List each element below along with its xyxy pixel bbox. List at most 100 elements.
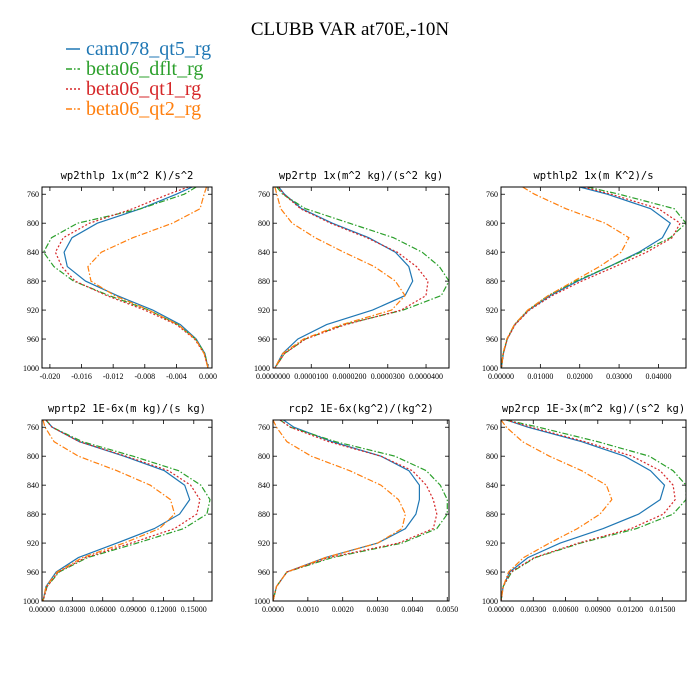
panel-5-xtick-label-1: 0.00300 [520,605,546,614]
panel-3-ytick-label-6: 1000 [23,597,39,606]
panel-1: wp2rtp 1x(m^2 kg)/(s^2 kg) 760 800 840 880 92… [254,170,450,381]
legend-label-1: beta06_dflt_rg [86,58,203,80]
panel-4-xtick-label-5: 0.0050 [436,605,458,614]
panel-5-xtick-label-5: 0.01500 [649,605,675,614]
panel-1-ytick-label-4: 920 [258,306,270,315]
panel-4-xtick-label-4: 0.0040 [401,605,423,614]
panel-3-ytick-label-0: 760 [27,423,39,432]
panel-2-xtick-label-0: 0.00000 [488,372,514,381]
panel-4-ytick-label-6: 1000 [254,597,270,606]
panel-4-series-3 [273,420,407,601]
panel-3-xtick-label-3: 0.09000 [120,605,146,614]
panel-2-series-3 [501,187,630,368]
panel-4-series-2 [273,420,438,601]
panel-3-series-1 [42,420,211,601]
panel-5-xtick-label-0: 0.00000 [488,605,514,614]
panel-5-title: wp2rcp 1E-3x(m^2 kg)/(s^2 kg) [502,403,685,415]
panel-2-ytick-label-5: 960 [486,335,498,344]
panel-2-xtick-label-2: 0.02000 [567,372,593,381]
panel-0-title: wp2thlp 1x(m^2 K)/s^2 [61,170,194,182]
panel-5-ytick-label-1: 800 [486,452,498,461]
panel-1-series-0 [274,187,414,368]
legend: cam078_qt5_rgbeta06_dflt_rgbeta06_qt1_rg… [66,38,211,120]
panel-3-ytick-label-3: 880 [27,510,39,519]
panel-1-ytick-label-0: 760 [258,190,270,199]
panel-2-ytick-label-3: 880 [486,277,498,286]
panel-1-xtick-label-0: 0.0000000 [256,372,290,381]
panel-3-title: wprtp2 1E-6x(m kg)/(s kg) [48,403,206,415]
panel-4-xtick-label-1: 0.0010 [297,605,319,614]
panel-2-series-0 [501,187,672,368]
panel-4-frame [272,419,450,602]
panel-5-series-2 [501,420,676,601]
panel-5-xtick-label-2: 0.00600 [553,605,579,614]
panel-3-series-0 [42,420,191,601]
panel-4-title: rcp2 1E-6x(kg^2)/(kg^2) [288,403,433,415]
panel-0-series-2 [54,187,209,368]
panel-0-ytick-label-4: 920 [27,306,39,315]
panel-3-xtick-label-1: 0.03000 [59,605,85,614]
panel-0-xtick-label-1: -0.016 [71,372,92,381]
legend-label-3: beta06_qt2_rg [86,98,201,120]
panel-3-series-2 [42,420,201,601]
panel-5-ytick-label-6: 1000 [482,597,498,606]
panel-3-ytick-label-1: 800 [27,452,39,461]
panel-4-xtick-label-0: 0.0000 [262,605,284,614]
panel-0-frame [41,186,213,369]
panel-4: rcp2 1E-6x(kg^2)/(kg^2) 760 800 840 880 920 96… [254,403,458,614]
panel-5-series-1 [501,420,686,601]
panel-4-ytick-label-4: 920 [258,539,270,548]
panel-2-curves [501,187,686,368]
panel-5: wp2rcp 1E-3x(m^2 kg)/(s^2 kg) 760 800 840 88… [482,403,687,614]
panel-0-curves [42,187,209,368]
panel-2-ytick-label-6: 1000 [482,364,498,373]
panel-3-ytick-label-5: 960 [27,568,39,577]
panel-0-ytick-label-2: 840 [27,248,39,257]
panel-1-series-2 [274,187,429,368]
panel-3-ytick-label-4: 920 [27,539,39,548]
panel-3-ytick-label-2: 840 [27,481,39,490]
panel-4-ytick-label-5: 960 [258,568,270,577]
panel-2-xtick-label-1: 0.01000 [527,372,553,381]
panel-0-ytick-label-5: 960 [27,335,39,344]
panel-2: wpthlp2 1x(m K^2)/s 760 800 840 880 920 960 100… [482,170,687,381]
panel-0-xtick-label-2: -0.012 [103,372,124,381]
panel-1-xtick-label-1: 0.0000100 [294,372,328,381]
panel-5-series-0 [501,420,666,601]
panel-1-xtick-label-2: 0.0000200 [333,372,367,381]
panel-0-xtick-label-0: -0.020 [40,372,61,381]
panel-1-xtick-label-3: 0.0000300 [371,372,405,381]
legend-label-0: cam078_qt5_rg [86,38,211,60]
figure-title: CLUBB VAR at70E,-10N [251,19,450,40]
panel-1-frame [272,186,450,369]
panel-5-series-3 [501,420,613,601]
panel-4-ytick-label-1: 800 [258,452,270,461]
panel-4-series-1 [273,420,448,601]
panel-2-title: wpthlp2 1x(m K^2)/s [533,170,653,182]
panel-1-title: wp2rtp 1x(m^2 kg)/(s^2 kg) [279,170,443,182]
panel-2-ytick-label-0: 760 [486,190,498,199]
panel-0-xtick-label-5: 0.000 [199,372,217,381]
panel-0-series-3 [87,187,209,368]
panel-1-ytick-label-2: 840 [258,248,270,257]
panel-3-frame [41,419,213,602]
panel-1-ytick-label-1: 800 [258,219,270,228]
panel-2-ytick-label-1: 800 [486,219,498,228]
panel-5-ytick-label-3: 880 [486,510,498,519]
panel-0-ytick-label-0: 760 [27,190,39,199]
panel-2-xtick-label-3: 0.03000 [606,372,632,381]
panel-4-ytick-label-3: 880 [258,510,270,519]
panel-2-ytick-label-2: 840 [486,248,498,257]
panel-4-xtick-label-2: 0.0020 [332,605,354,614]
panel-4-ytick-label-0: 760 [258,423,270,432]
panel-2-ytick-label-4: 920 [486,306,498,315]
panel-1-ytick-label-5: 960 [258,335,270,344]
panel-1-series-3 [274,187,406,368]
panel-0-series-0 [63,187,209,368]
panel-5-xtick-label-4: 0.01200 [617,605,643,614]
panel-3-xtick-label-4: 0.12000 [150,605,176,614]
panel-0-ytick-label-6: 1000 [23,364,39,373]
panel-5-curves [501,420,686,601]
panel-5-ytick-label-4: 920 [486,539,498,548]
